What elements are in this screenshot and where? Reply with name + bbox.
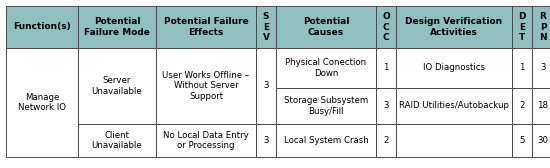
Bar xyxy=(276,124,376,157)
Text: 30: 30 xyxy=(537,136,548,145)
Bar xyxy=(396,6,512,48)
Text: O
C
C: O C C xyxy=(382,12,390,41)
Text: D
E
T: D E T xyxy=(518,12,526,41)
Text: Storage Subsystem
Busy/Fill: Storage Subsystem Busy/Fill xyxy=(284,96,368,116)
Text: 1: 1 xyxy=(383,64,389,73)
Text: 3: 3 xyxy=(263,136,269,145)
Text: Manage
Network IO: Manage Network IO xyxy=(18,93,66,112)
Text: Local System Crash: Local System Crash xyxy=(284,136,368,145)
Bar xyxy=(376,124,396,157)
Bar xyxy=(512,124,532,157)
Bar xyxy=(396,88,512,124)
Text: Design Verification
Activities: Design Verification Activities xyxy=(405,17,503,36)
Bar xyxy=(376,6,396,48)
Bar xyxy=(532,124,550,157)
Bar xyxy=(532,88,550,124)
Bar xyxy=(156,6,256,48)
Text: IO Diagnostics: IO Diagnostics xyxy=(423,64,485,73)
Text: 3: 3 xyxy=(540,64,546,73)
Text: Potential
Failure Mode: Potential Failure Mode xyxy=(84,17,150,36)
Bar xyxy=(276,88,376,124)
Text: Client
Unavailable: Client Unavailable xyxy=(92,131,142,150)
Bar xyxy=(6,6,78,48)
Text: No Local Data Entry
or Processing: No Local Data Entry or Processing xyxy=(163,131,249,150)
Bar xyxy=(276,48,376,88)
Text: 3: 3 xyxy=(263,81,269,91)
Text: S
E
V: S E V xyxy=(262,12,270,41)
Bar xyxy=(78,6,156,48)
Text: RAID Utilities/Autobackup: RAID Utilities/Autobackup xyxy=(399,101,509,111)
Bar xyxy=(396,124,512,157)
Text: Server
Unavailable: Server Unavailable xyxy=(92,76,142,96)
Bar xyxy=(256,6,276,48)
Bar xyxy=(256,124,276,157)
Text: 1: 1 xyxy=(519,64,525,73)
Text: User Works Offline –
Without Server
Support: User Works Offline – Without Server Supp… xyxy=(162,71,250,101)
Bar xyxy=(276,6,376,48)
Bar xyxy=(512,6,532,48)
Text: 3: 3 xyxy=(383,101,389,111)
Bar xyxy=(256,48,276,124)
Bar xyxy=(376,88,396,124)
Bar xyxy=(156,48,256,124)
Text: 18: 18 xyxy=(537,101,548,111)
Bar xyxy=(78,124,156,157)
Text: 5: 5 xyxy=(519,136,525,145)
Bar xyxy=(532,6,550,48)
Text: 2: 2 xyxy=(383,136,389,145)
Bar xyxy=(376,48,396,88)
Text: R
P
N: R P N xyxy=(539,12,547,41)
Bar xyxy=(396,48,512,88)
Bar xyxy=(532,48,550,88)
Text: Potential
Causes: Potential Causes xyxy=(302,17,349,36)
Text: Function(s): Function(s) xyxy=(13,23,71,32)
Bar xyxy=(512,48,532,88)
Text: Potential Failure
Effects: Potential Failure Effects xyxy=(164,17,249,36)
Text: 2: 2 xyxy=(519,101,525,111)
Text: Physical Conection
Down: Physical Conection Down xyxy=(285,58,366,77)
Bar xyxy=(512,88,532,124)
Bar xyxy=(78,48,156,124)
Bar xyxy=(156,124,256,157)
Bar xyxy=(6,48,78,157)
